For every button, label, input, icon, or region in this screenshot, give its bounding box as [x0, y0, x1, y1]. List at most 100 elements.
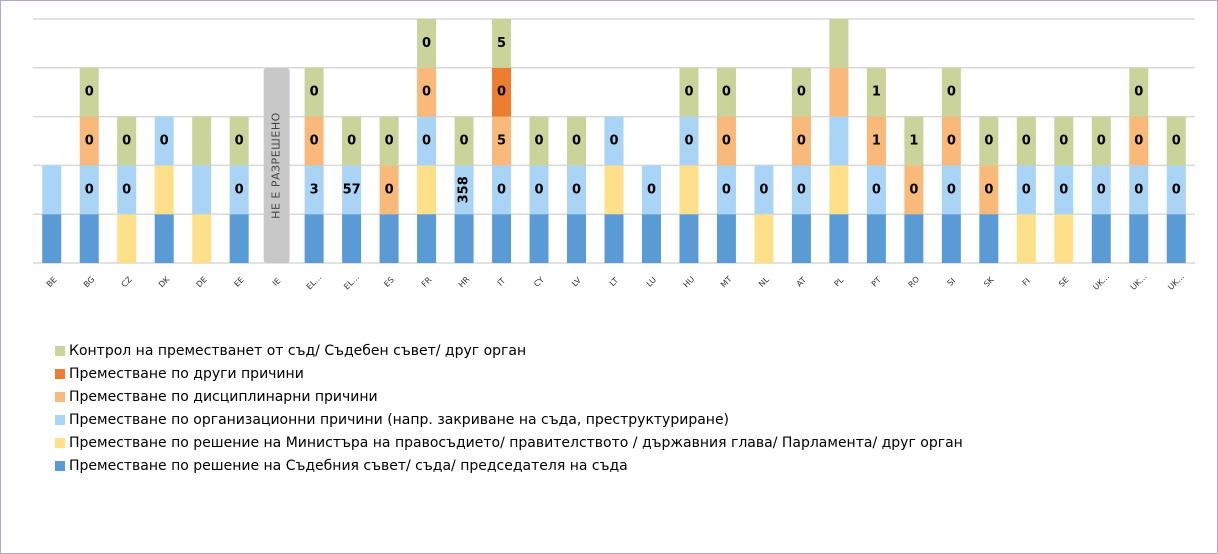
- bar-segment: [229, 165, 249, 215]
- bar-segment: [79, 67, 99, 117]
- bar-segment: [1054, 165, 1074, 215]
- bar-segment: [529, 165, 549, 215]
- data-label: 0: [1097, 134, 1106, 149]
- data-label: 0: [722, 85, 731, 100]
- data-label: 0: [909, 182, 918, 197]
- bar-segment: [379, 214, 399, 263]
- bar-segment: [42, 214, 62, 263]
- legend-label: Контрол на преместванет от съд/ Съдебен …: [69, 343, 526, 359]
- bar-segment: [604, 116, 624, 166]
- bar-segment: [1166, 214, 1186, 263]
- bar-segment: [417, 165, 437, 215]
- data-label: 358: [457, 176, 472, 203]
- data-label: 0: [535, 182, 544, 197]
- bar-segment: [1129, 214, 1149, 263]
- bar-segment: [1166, 116, 1186, 166]
- data-label: 0: [1134, 134, 1143, 149]
- bar-segment: [829, 214, 849, 263]
- bar-segment: [417, 19, 437, 68]
- x-tick-label: IE: [271, 276, 283, 288]
- x-tick-label: IT: [496, 276, 508, 288]
- data-label: 0: [1172, 182, 1181, 197]
- bar-segment: [716, 116, 736, 166]
- bar-segment: [1016, 214, 1036, 263]
- data-label: 0: [385, 182, 394, 197]
- bar-segment: [679, 165, 699, 215]
- bar-segment: [454, 165, 474, 215]
- data-label: 5: [497, 134, 506, 149]
- bar-segment: [304, 165, 324, 215]
- data-label: 0: [85, 134, 94, 149]
- bar-segment: [904, 116, 924, 166]
- bar-segment: [192, 116, 212, 166]
- data-label: 0: [947, 85, 956, 100]
- data-label: 0: [684, 85, 693, 100]
- legend-swatch: [55, 392, 65, 402]
- annotation-box: [263, 68, 290, 263]
- bar-segment: [979, 214, 999, 263]
- data-label: 0: [684, 134, 693, 149]
- data-label: 0: [572, 134, 581, 149]
- data-label: 0: [347, 134, 356, 149]
- data-label: 0: [122, 182, 131, 197]
- bar-segment: [192, 165, 212, 215]
- legend-label: Преместване по организационни причини (н…: [69, 412, 729, 428]
- data-label: 3: [310, 182, 319, 197]
- data-label: 0: [1022, 134, 1031, 149]
- data-label: 1: [872, 85, 881, 100]
- bar-segment: [379, 165, 399, 215]
- bar-segment: [79, 165, 99, 215]
- bar-segment: [304, 214, 324, 263]
- bar-segment: [791, 116, 811, 166]
- data-label: 0: [85, 85, 94, 100]
- data-label: 0: [85, 182, 94, 197]
- bar-segment: [567, 214, 587, 263]
- bar-segment: [417, 214, 437, 263]
- bar-segment: [941, 67, 961, 117]
- data-label: 0: [759, 182, 768, 197]
- bar-segment: [1091, 165, 1111, 215]
- bar-segment: [454, 116, 474, 166]
- legend-label: Преместване по решение на Министъра на п…: [69, 435, 963, 451]
- bar-segment: [679, 116, 699, 166]
- annotation-text: НЕ Е РАЗРЕШЕНО: [270, 112, 283, 219]
- bar-segment: [529, 214, 549, 263]
- bar-segment: [829, 67, 849, 117]
- bar-segment: [1166, 165, 1186, 215]
- bar-segment: [604, 165, 624, 215]
- data-label: 0: [797, 182, 806, 197]
- bar-segment: [79, 214, 99, 263]
- bar-segment: [229, 116, 249, 166]
- bar-segment: [42, 165, 62, 215]
- bar-segment: [754, 165, 774, 215]
- bar-segment: [829, 165, 849, 215]
- bar-segment: [716, 214, 736, 263]
- data-label: 0: [497, 85, 506, 100]
- data-label: 0: [1022, 182, 1031, 197]
- bar-segment: [417, 116, 437, 166]
- data-label: 0: [160, 134, 169, 149]
- data-label: 0: [497, 182, 506, 197]
- legend-label: Преместване по решение на Съдебния съвет…: [69, 458, 628, 474]
- bar-segment: [117, 214, 137, 263]
- bar-segment: [304, 116, 324, 166]
- bar-segment: [604, 214, 624, 263]
- bar-segment: [941, 116, 961, 166]
- bar-segment: [379, 116, 399, 166]
- bar-segment: [454, 214, 474, 263]
- data-label: 0: [422, 85, 431, 100]
- data-label: 0: [572, 182, 581, 197]
- bar-segment: [904, 165, 924, 215]
- bar-segment: [1054, 214, 1074, 263]
- data-label: 0: [235, 182, 244, 197]
- bar-segment: [716, 165, 736, 215]
- bar-segment: [641, 165, 661, 215]
- bar-segment: [117, 116, 137, 166]
- bar-segment: [154, 165, 174, 215]
- bar-segment: [866, 67, 886, 117]
- bar-segment: [79, 116, 99, 166]
- bar-segment: [979, 165, 999, 215]
- bar-segment: [791, 165, 811, 215]
- data-label: 0: [310, 85, 319, 100]
